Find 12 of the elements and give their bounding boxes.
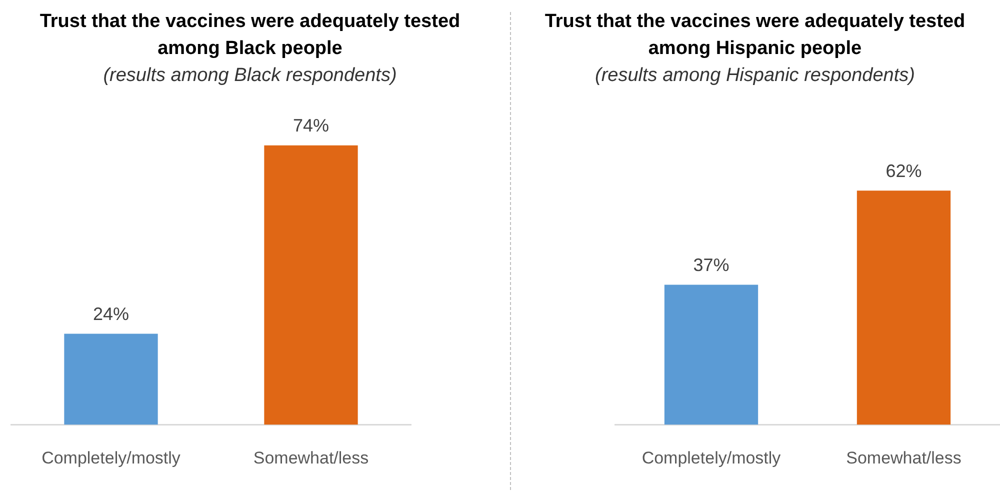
x-tick-label: Completely/mostly — [642, 448, 782, 468]
x-tick-label: Somewhat/less — [253, 448, 369, 468]
chart-title: Trust that the vaccines were adequately tested among Hispanic people — [544, 10, 966, 61]
chart-title: Trust that the vaccines were adequately tested among Black people — [38, 10, 462, 61]
chart-subtitle: (results among Black respondents) — [102, 64, 398, 88]
x-tick-label: Somewhat/less — [846, 448, 962, 468]
data-label: 24% — [92, 304, 130, 324]
data-label: 74% — [292, 116, 330, 136]
data-label: 62% — [886, 160, 922, 181]
data-label: 37% — [693, 255, 730, 276]
chart-subtitle: (results among Hispanic respondents) — [594, 64, 916, 88]
x-tick-label: Completely/mostly — [42, 448, 181, 468]
